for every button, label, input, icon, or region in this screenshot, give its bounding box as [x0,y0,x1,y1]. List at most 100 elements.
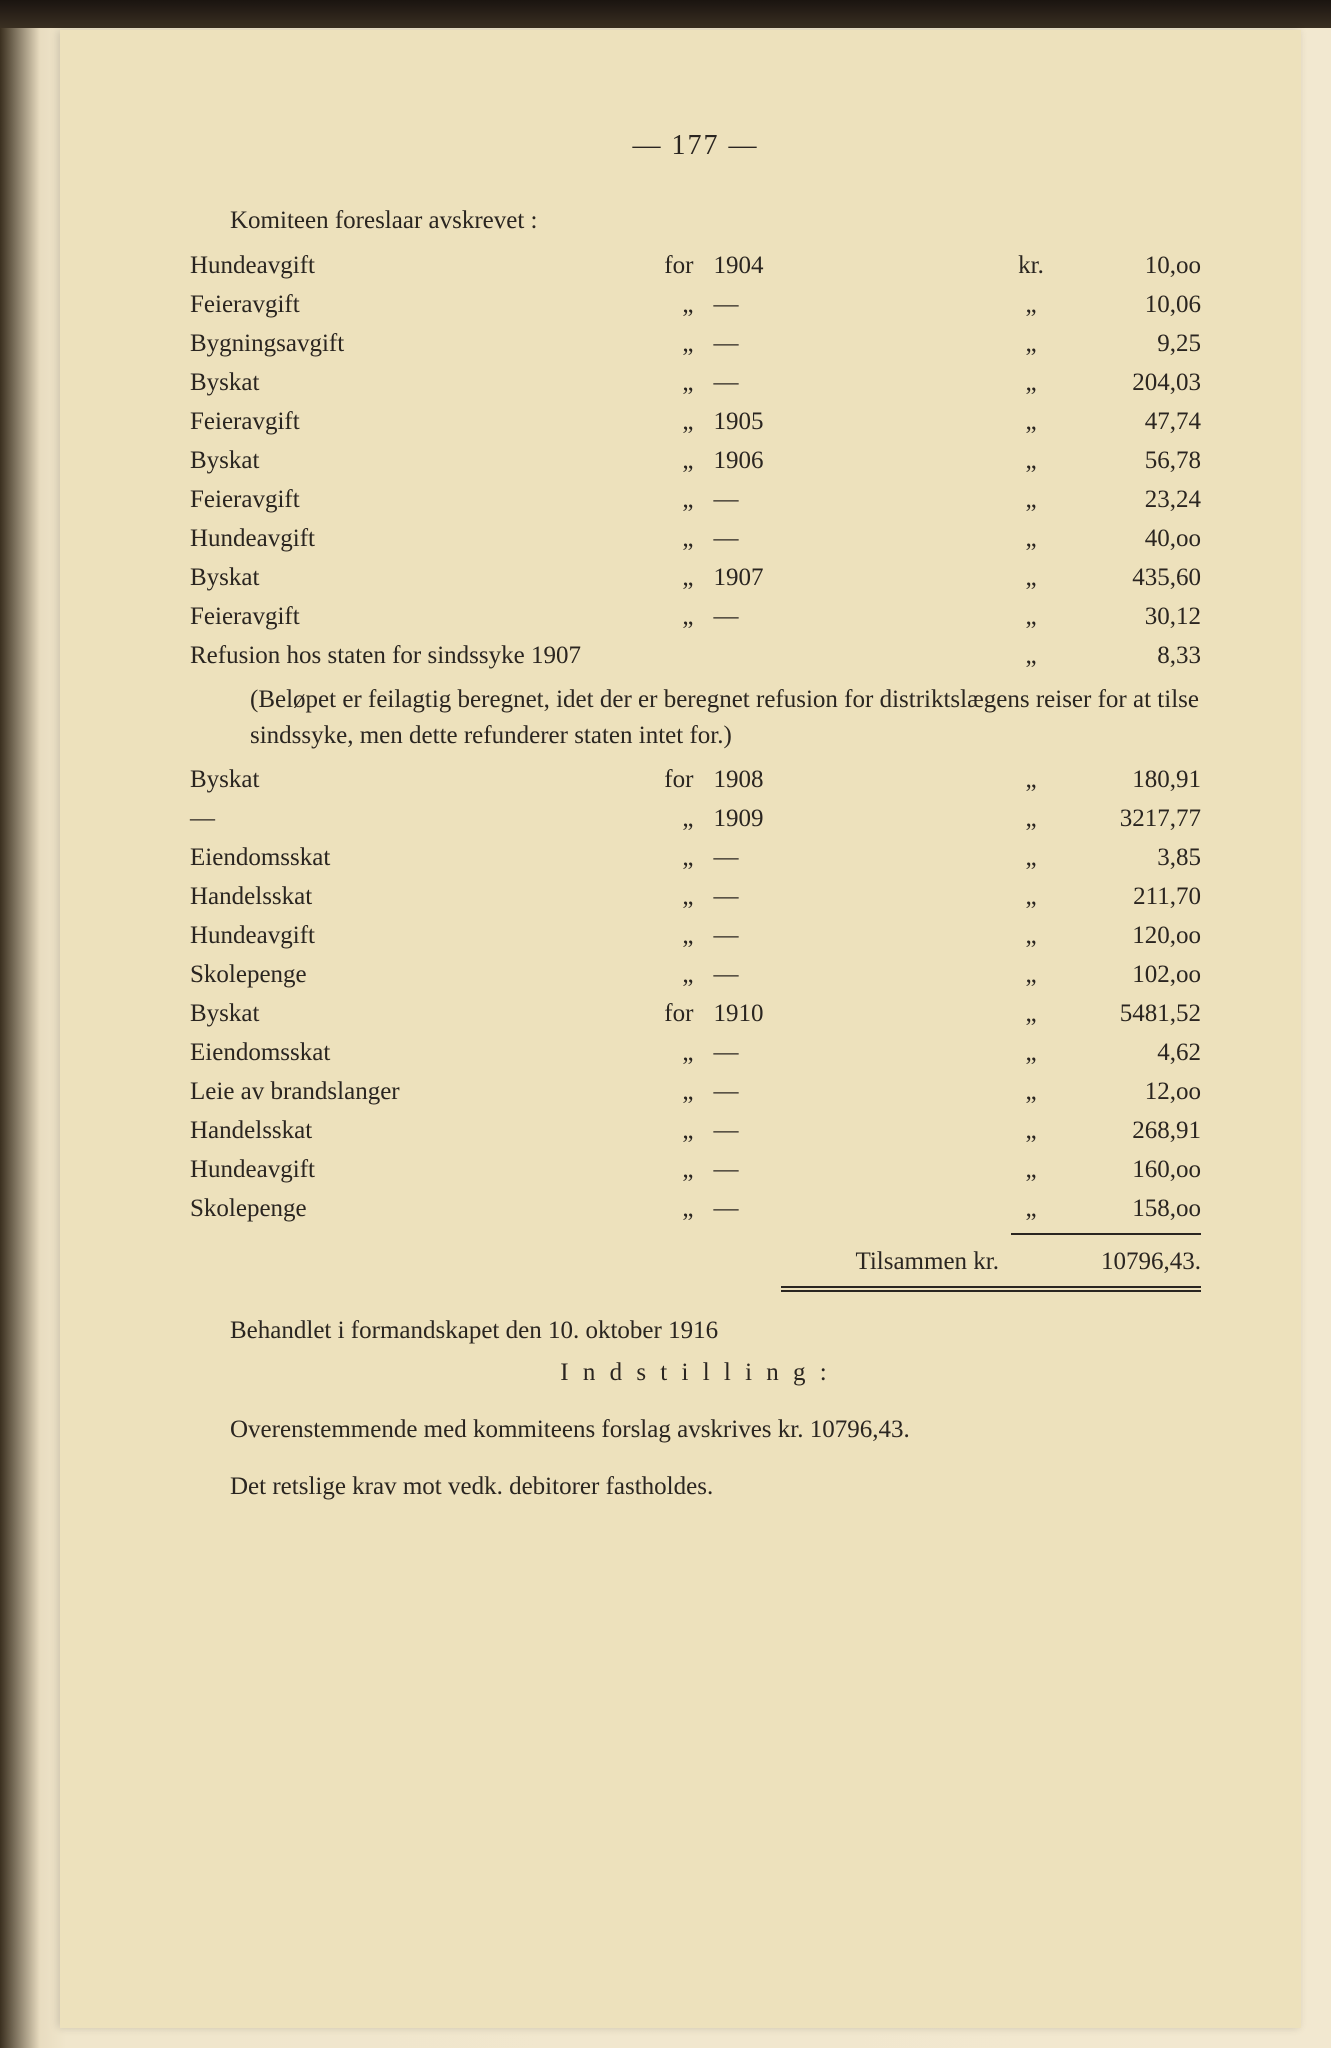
row-amount: 120,oo [1051,917,1201,954]
table-row: Handelsskat„—„268,91 [190,1112,1201,1149]
row-prefix: „ [450,800,703,837]
row-label: Hundeavgift [190,1151,450,1188]
total-value: 10796,43. [1011,1243,1201,1280]
row-prefix: for [450,247,703,284]
table-row: Skolepenge„—„102,oo [190,956,1201,993]
row-year: 1910 [703,995,1011,1032]
row-prefix: „ [450,286,703,323]
row-year: — [703,481,1011,518]
row-unit: „ [1011,1190,1051,1227]
row-year: — [703,598,1011,635]
table-row: Feieravgift„1905„47,74 [190,403,1201,440]
row-year: 1904 [703,247,1011,284]
row-year: — [703,1034,1011,1071]
row-unit: „ [1011,995,1051,1032]
row-prefix: „ [450,1151,703,1188]
table-row: Bygningsavgift„—„9,25 [190,325,1201,362]
row-prefix: „ [450,481,703,518]
table-row: Feieravgift„—„10,06 [190,286,1201,323]
row-amount: 30,12 [1051,598,1201,635]
row-label: Skolepenge [190,956,450,993]
row-unit: „ [1011,800,1051,837]
row-label: Feieravgift [190,598,450,635]
row-prefix: „ [450,917,703,954]
row-unit: „ [1011,917,1051,954]
book-frame: — 177 — Komiteen foreslaar avskrevet : H… [0,0,1331,2048]
row-year: 1905 [703,403,1011,440]
row-year: — [703,364,1011,401]
row-amount: 9,25 [1051,325,1201,362]
row-prefix: „ [450,1112,703,1149]
table-row: Handelsskat„—„211,70 [190,878,1201,915]
row-amount: 102,oo [1051,956,1201,993]
footer-line-3: Overenstemmende med kommiteens forslag a… [190,1411,1201,1449]
row-amount: 435,60 [1051,559,1201,596]
row-unit: „ [1011,1151,1051,1188]
row-prefix: „ [450,559,703,596]
row-label: Byskat [190,761,450,798]
table-row: Hundeavgift„—„40,oo [190,520,1201,557]
row-year: — [703,917,1011,954]
row-prefix: „ [450,956,703,993]
row-label: Leie av brandslanger [190,1073,450,1110]
row-prefix: for [450,761,703,798]
row-unit: kr. [1011,247,1051,284]
row-prefix: „ [450,442,703,479]
page-number: — 177 — [190,130,1201,162]
table-section-a: Hundeavgiftfor1904kr.10,ooFeieravgift„—„… [190,247,1201,635]
row-year: — [703,1073,1011,1110]
row-unit: „ [1011,520,1051,557]
row-year: — [703,1112,1011,1149]
row-amount: 160,oo [1051,1151,1201,1188]
row-prefix: „ [450,1190,703,1227]
row-prefix: „ [450,403,703,440]
row-unit: „ [1011,839,1051,876]
row-year: — [703,878,1011,915]
row-unit: „ [1011,286,1051,323]
row-label: Byskat [190,559,450,596]
row-label: Bygningsavgift [190,325,450,362]
table-section-b: Byskatfor1908„180,91—„1909„3217,77Eiendo… [190,761,1201,1227]
row-amount: 23,24 [1051,481,1201,518]
row-year: — [703,956,1011,993]
footer-line-4: Det retslige krav mot vedk. debitorer fa… [190,1468,1201,1506]
total-label: Tilsammen kr. [190,1243,1011,1280]
row-amount: 40,oo [1051,520,1201,557]
row-unit: „ [1011,1034,1051,1071]
row-amount: 5481,52 [1051,995,1201,1032]
row-prefix: „ [450,364,703,401]
row-label: Skolepenge [190,1190,450,1227]
row-label: Byskat [190,364,450,401]
row-amount: 3,85 [1051,839,1201,876]
row-year: 1906 [703,442,1011,479]
row-year: — [703,520,1011,557]
row-label: Byskat [190,442,450,479]
row-unit: „ [1011,1112,1051,1149]
row-year: — [703,286,1011,323]
row-unit: „ [1011,598,1051,635]
row-prefix: „ [450,1034,703,1071]
row-label: Hundeavgift [190,520,450,557]
table-row: Hundeavgiftfor1904kr.10,oo [190,247,1201,284]
row-unit: „ [1011,364,1051,401]
heading: Komiteen foreslaar avskrevet : [190,202,1201,239]
footer-line-2: I n d s t i l l i n g : [190,1354,1201,1391]
row-label: Hundeavgift [190,247,450,284]
row-unit: „ [1011,442,1051,479]
row-unit: „ [1011,1073,1051,1110]
row-amount: 4,62 [1051,1034,1201,1071]
row-prefix: for [450,995,703,1032]
row-label: Feieravgift [190,403,450,440]
table-row: Byskat„1906„56,78 [190,442,1201,479]
table-row: Hundeavgift„—„120,oo [190,917,1201,954]
refusion-label: Refusion hos staten for sindssyke 1907 [190,637,1011,674]
row-prefix: „ [450,839,703,876]
row-unit: „ [1011,325,1051,362]
row-unit: „ [1011,956,1051,993]
table-row: Byskatfor1908„180,91 [190,761,1201,798]
row-label: Byskat [190,995,450,1032]
row-year: — [703,325,1011,362]
table-row: Byskat„1907„435,60 [190,559,1201,596]
table-row: Feieravgift„—„23,24 [190,481,1201,518]
row-label: Feieravgift [190,286,450,323]
